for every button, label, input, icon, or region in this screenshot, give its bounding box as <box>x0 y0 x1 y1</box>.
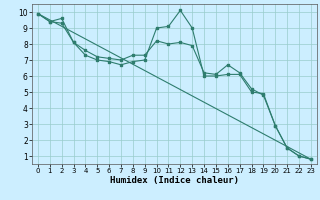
X-axis label: Humidex (Indice chaleur): Humidex (Indice chaleur) <box>110 176 239 185</box>
